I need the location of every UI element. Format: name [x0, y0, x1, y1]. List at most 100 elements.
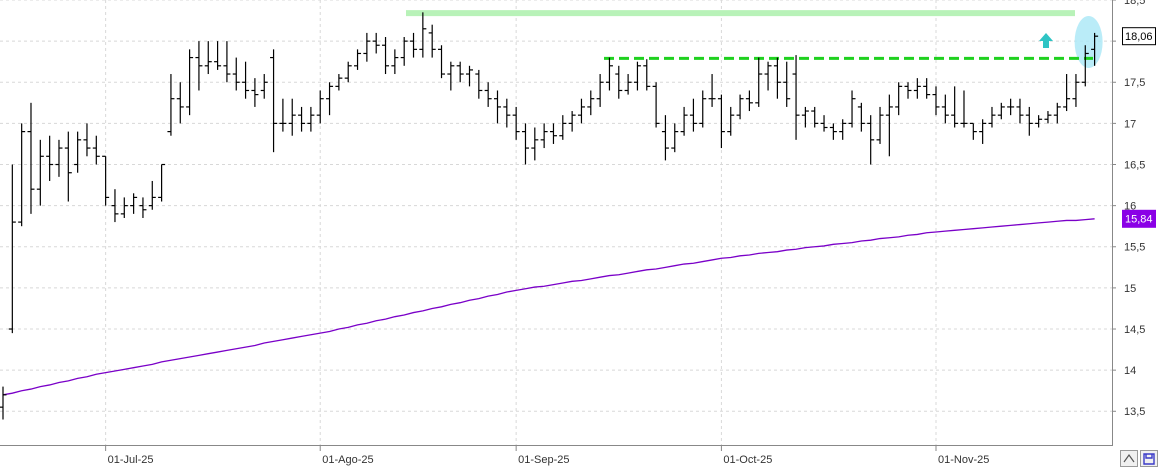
ohlc-bar	[1007, 98, 1015, 116]
ohlc-bar	[680, 106, 688, 136]
ohlc-bar	[736, 94, 744, 120]
ohlc-bar	[326, 82, 334, 116]
ohlc-bar	[419, 12, 427, 58]
ohlc-bar	[1081, 45, 1089, 87]
ohlc-bar	[755, 57, 763, 107]
x-tick-label: 01-Oct-25	[723, 454, 772, 466]
x-tick-label: 01-Sep-25	[518, 454, 569, 466]
ohlc-bar	[466, 65, 473, 87]
ohlc-bar	[708, 74, 716, 107]
ohlc-bar	[857, 102, 865, 132]
ohlc-bar	[773, 57, 781, 99]
ohlc-bar	[260, 74, 268, 99]
ohlc-bar	[1035, 115, 1043, 128]
ohlc-bar	[232, 57, 240, 91]
ohlc-bar	[270, 49, 278, 153]
ohlc-bar	[549, 123, 557, 144]
ohlc-bar	[36, 139, 44, 206]
ohlc-bar	[0, 386, 7, 420]
ohlc-bar	[120, 197, 128, 218]
y-tick-label: 16,5	[1124, 159, 1145, 171]
ohlc-bar	[484, 82, 492, 107]
ohlc-bar	[298, 106, 306, 132]
y-tick-label: 18,5	[1124, 0, 1145, 7]
ohlc-bar	[717, 94, 725, 149]
ohlc-bar	[111, 189, 119, 223]
ohlc-bar	[46, 135, 54, 181]
ohlc-bar	[895, 82, 903, 116]
up-arrow	[1039, 33, 1053, 48]
ohlc-bar	[540, 123, 548, 149]
ohlc-bar	[605, 57, 613, 91]
ohlc-bar	[913, 78, 921, 99]
y-tick-label: 14,5	[1124, 324, 1145, 336]
ohlc-bar	[130, 193, 138, 214]
y-tick-label: 15	[1124, 283, 1136, 295]
x-tick-label: 01-Ago-25	[322, 454, 373, 466]
y-tick-label: 15,5	[1124, 242, 1145, 254]
ohlc-bar	[988, 106, 996, 128]
ohlc-bar	[951, 86, 959, 128]
ohlc-bar	[661, 115, 669, 161]
price-label-box	[1122, 27, 1156, 46]
save-icon	[1143, 453, 1155, 465]
ohlc-bar	[727, 106, 735, 136]
ohlc-bar	[195, 41, 203, 91]
ohlc-bar	[745, 90, 753, 112]
ohlc-bar	[652, 82, 660, 128]
ohlc-bar	[74, 131, 82, 173]
ohlc-bar	[428, 24, 436, 58]
ohlc-bar	[792, 55, 800, 140]
ohlc-bar	[186, 49, 194, 116]
ohlc-bar	[997, 102, 1005, 120]
ohlc-bar	[18, 123, 26, 227]
ohlc-bar	[204, 41, 212, 75]
ohlc-bar	[242, 61, 250, 99]
ohlc-bar	[102, 155, 110, 206]
ohlc-bar	[176, 82, 184, 124]
ohlc-bar	[223, 41, 231, 83]
ohlc-bar	[932, 86, 940, 116]
y-tick-label: 17,5	[1124, 77, 1145, 89]
ohlc-bar	[251, 78, 259, 107]
ohlc-bar	[904, 82, 912, 99]
y-tick-label: 17	[1124, 118, 1136, 130]
ohlc-bar	[633, 61, 641, 91]
ohlc-bar	[1063, 74, 1071, 112]
ohlc-bar	[456, 61, 464, 83]
ohlc-bar	[27, 102, 35, 214]
ohlc-bar	[923, 78, 931, 99]
ohlc-bar	[531, 127, 539, 161]
y-tick-label: 16	[1124, 201, 1136, 213]
ohlc-bar	[848, 90, 856, 128]
zoom-button[interactable]	[1120, 450, 1138, 467]
ohlc-bar	[475, 69, 483, 99]
ohlc-bar	[335, 74, 343, 91]
ohlc-bar	[92, 135, 100, 165]
ohlc-bar	[941, 94, 949, 124]
ohlc-bar	[783, 61, 791, 107]
ohlc-bar	[363, 32, 371, 62]
ohlc-bar	[876, 106, 884, 144]
ohlc-bar	[391, 49, 399, 75]
ohlc-bar	[559, 115, 567, 140]
y-tick-label: 14	[1124, 365, 1136, 377]
ohlc-bar	[372, 32, 380, 54]
ohlc-bar	[801, 106, 809, 128]
zoom-icon	[1123, 453, 1135, 463]
x-tick-label: 01-Jul-25	[108, 454, 154, 466]
ohlc-bar	[447, 61, 455, 91]
ohlc-bar	[148, 180, 156, 210]
highlight-ellipse	[1074, 16, 1103, 68]
ohlc-bar	[512, 106, 520, 140]
y-tick-label: 13,5	[1124, 406, 1145, 418]
ohlc-bar	[960, 90, 968, 128]
ohlc-bar	[568, 111, 576, 132]
price-label: 15,84	[1125, 214, 1153, 226]
ohlc-bar	[400, 37, 408, 66]
ohlc-bar	[288, 98, 296, 136]
ohlc-bar	[307, 106, 315, 132]
ohlc-bar	[885, 94, 893, 157]
ohlc-bar	[699, 90, 707, 128]
